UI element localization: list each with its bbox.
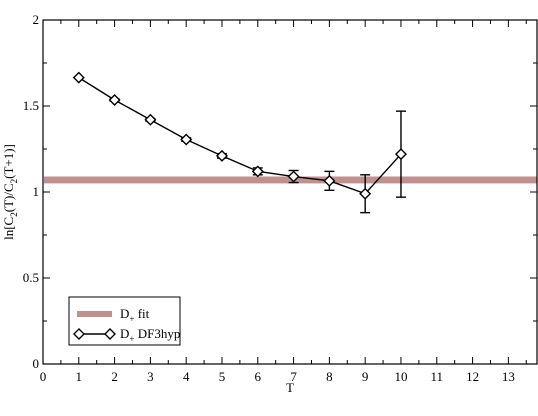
y-axis-title-part: (T)/C (1, 183, 16, 212)
x-tick-label: 6 (255, 369, 262, 384)
legend-fit-swatch (77, 311, 112, 317)
x-tick-label: 4 (183, 369, 190, 384)
legend-subscript: + (129, 334, 134, 344)
x-axis-title: T (286, 380, 294, 395)
data-point (72, 71, 85, 84)
y-tick-label: 1.5 (23, 98, 39, 113)
y-axis-title: ln[C2(T)/C2(T+1)] (1, 144, 19, 240)
data-point (287, 170, 300, 183)
y-axis-title-subscript: 2 (9, 179, 19, 184)
fit-band (44, 176, 537, 184)
y-tick-label: 1 (33, 184, 40, 199)
x-tick-label: 12 (466, 369, 479, 384)
x-tick-label: 8 (326, 369, 333, 384)
plot-area (44, 71, 537, 214)
x-tick-label: 10 (394, 369, 407, 384)
y-axis-title-part: (T+1)] (1, 144, 16, 179)
x-tick-label: 5 (219, 369, 226, 384)
legend-series-marker (104, 328, 116, 340)
data-point (394, 148, 407, 161)
data-point (251, 165, 264, 178)
y-tick-label: 0 (33, 356, 40, 371)
data-point (180, 133, 193, 146)
legend-fit-label: D+ fit (120, 306, 150, 324)
legend-rest: DF3hyp (134, 326, 180, 341)
y-tick-label: 0.5 (23, 270, 39, 285)
x-tick-label: 11 (431, 369, 444, 384)
x-tick-label: 1 (76, 369, 83, 384)
y-axis-title-subscript: 2 (9, 212, 19, 217)
legend-rest: fit (134, 306, 149, 321)
x-tick-label: 0 (40, 369, 47, 384)
legend-main: D (120, 326, 129, 341)
axes: 0 1 2 3 4 5 6 7 8 9 10 11 12 1300.511.52Tln[C2(T)/C2(… (1, 12, 538, 395)
x-tick-label: 7 (290, 369, 297, 384)
series-line (78, 77, 402, 195)
data-point (215, 149, 228, 162)
legend-subscript: + (129, 314, 134, 324)
y-tick-label: 2 (33, 12, 40, 27)
legend-box (68, 296, 181, 346)
data-point (359, 187, 372, 200)
data-point (323, 174, 336, 187)
x-tick-label: 3 (147, 369, 154, 384)
x-tick-label: 2 (111, 369, 118, 384)
data-point (108, 93, 121, 106)
legend-series-label: D+ DF3hyp (120, 326, 180, 344)
x-tick-label: 9 (362, 369, 369, 384)
legend-series-marker (73, 328, 85, 340)
legend-main: D (120, 306, 129, 321)
x-tick-label: 13 (502, 369, 515, 384)
data-point (144, 113, 157, 126)
y-axis-title-part: ln[C (1, 217, 16, 240)
